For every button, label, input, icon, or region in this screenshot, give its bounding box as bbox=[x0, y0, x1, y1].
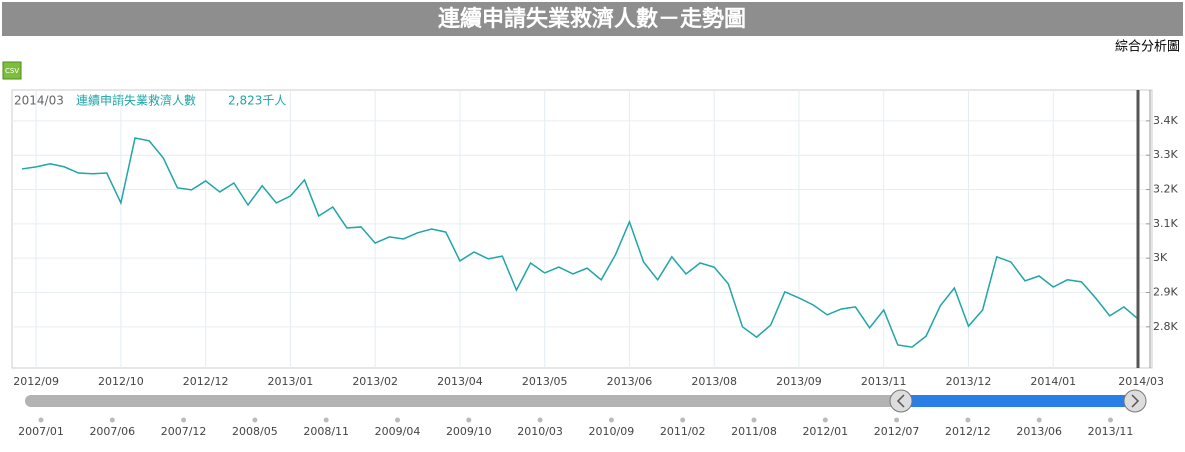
navigator-dot bbox=[38, 417, 44, 423]
x-tick-label: 2013/11 bbox=[861, 375, 907, 388]
navigator-label: 2007/01 bbox=[18, 425, 64, 438]
plot-frame bbox=[11, 89, 1153, 369]
x-tick-label: 2012/09 bbox=[13, 375, 59, 388]
navigator-dot bbox=[822, 417, 828, 423]
navigator-dot bbox=[395, 417, 400, 423]
page-title: 連續申請失業救濟人數－走勢圖 bbox=[438, 6, 746, 32]
navigator-dot bbox=[252, 417, 258, 423]
navigator-dot bbox=[894, 417, 900, 423]
navigator-dot bbox=[680, 417, 686, 423]
navigator-range[interactable] bbox=[905, 395, 1135, 407]
csv-button[interactable] bbox=[2, 61, 22, 80]
navigator-label: 2011/02 bbox=[660, 425, 706, 438]
navigator-label: 2013/11 bbox=[1088, 425, 1134, 438]
x-tick-label: 2013/02 bbox=[352, 375, 398, 388]
navigator-dot bbox=[109, 417, 115, 423]
navigator-dot bbox=[537, 417, 543, 423]
x-tick-label: 2013/05 bbox=[522, 375, 568, 388]
navigator-dot bbox=[751, 417, 757, 423]
navigator-label: 2008/11 bbox=[303, 425, 349, 438]
navigator-dot bbox=[965, 417, 971, 423]
x-tick-label: 2012/12 bbox=[183, 375, 229, 388]
header-series: 連續申請失業救濟人數 bbox=[76, 93, 196, 108]
navigator-label: 2007/12 bbox=[161, 425, 207, 438]
navigator-label: 2012/12 bbox=[945, 425, 991, 438]
title-bar bbox=[2, 2, 1183, 36]
navigator-dot bbox=[323, 417, 329, 423]
navigator-dot bbox=[608, 417, 614, 423]
y-tick-label: 2.8K bbox=[1153, 320, 1178, 333]
y-tick-label: 3K bbox=[1153, 251, 1168, 264]
x-tick-label: 2013/06 bbox=[607, 375, 653, 388]
navigator-label: 2011/08 bbox=[731, 425, 777, 438]
handle-arrow bbox=[1131, 394, 1140, 408]
navigator-label: 2009/04 bbox=[375, 425, 421, 438]
navigator-label: 2007/06 bbox=[89, 425, 135, 438]
navigator-dot bbox=[466, 417, 472, 423]
navigator-label: 2012/07 bbox=[874, 425, 920, 438]
navigator-label: 2008/05 bbox=[232, 425, 278, 438]
x-tick-label: 2014/03 bbox=[1118, 375, 1164, 388]
y-tick-label: 3.3K bbox=[1153, 148, 1178, 161]
x-tick-label: 2013/12 bbox=[946, 375, 992, 388]
y-tick-label: 3.2K bbox=[1153, 183, 1178, 196]
navigator-track bbox=[25, 395, 905, 407]
series-line bbox=[21, 137, 1139, 348]
x-tick-label: 2014/01 bbox=[1030, 375, 1076, 388]
y-tick-label: 2.9K bbox=[1153, 285, 1178, 298]
navigator-handle[interactable] bbox=[889, 389, 913, 413]
x-tick-label: 2013/01 bbox=[268, 375, 314, 388]
x-tick-label: 2012/10 bbox=[98, 375, 144, 388]
header-date: 2014/03 bbox=[14, 94, 64, 108]
navigator-label: 2010/09 bbox=[589, 425, 635, 438]
x-tick-label: 2013/09 bbox=[776, 375, 822, 388]
navigator-dot bbox=[1108, 417, 1113, 423]
y-tick-label: 3.1K bbox=[1153, 217, 1178, 230]
navigator-label: 2012/01 bbox=[802, 425, 848, 438]
header-value: 2,823千人 bbox=[228, 94, 286, 108]
x-tick-label: 2013/04 bbox=[437, 375, 483, 388]
navigator-label: 2009/10 bbox=[446, 425, 492, 438]
tab-label[interactable]: 綜合分析圖 bbox=[1115, 40, 1180, 55]
navigator-dot bbox=[181, 417, 187, 423]
handle-arrow bbox=[896, 394, 905, 408]
navigator-label: 2013/06 bbox=[1016, 425, 1062, 438]
y-tick-label: 3.4K bbox=[1153, 114, 1178, 127]
x-tick-label: 2013/08 bbox=[691, 375, 737, 388]
csv-label[interactable]: CSV bbox=[5, 67, 19, 75]
navigator-handle[interactable] bbox=[1123, 389, 1147, 413]
navigator-label: 2010/03 bbox=[517, 425, 563, 438]
navigator-dot bbox=[1036, 417, 1042, 423]
